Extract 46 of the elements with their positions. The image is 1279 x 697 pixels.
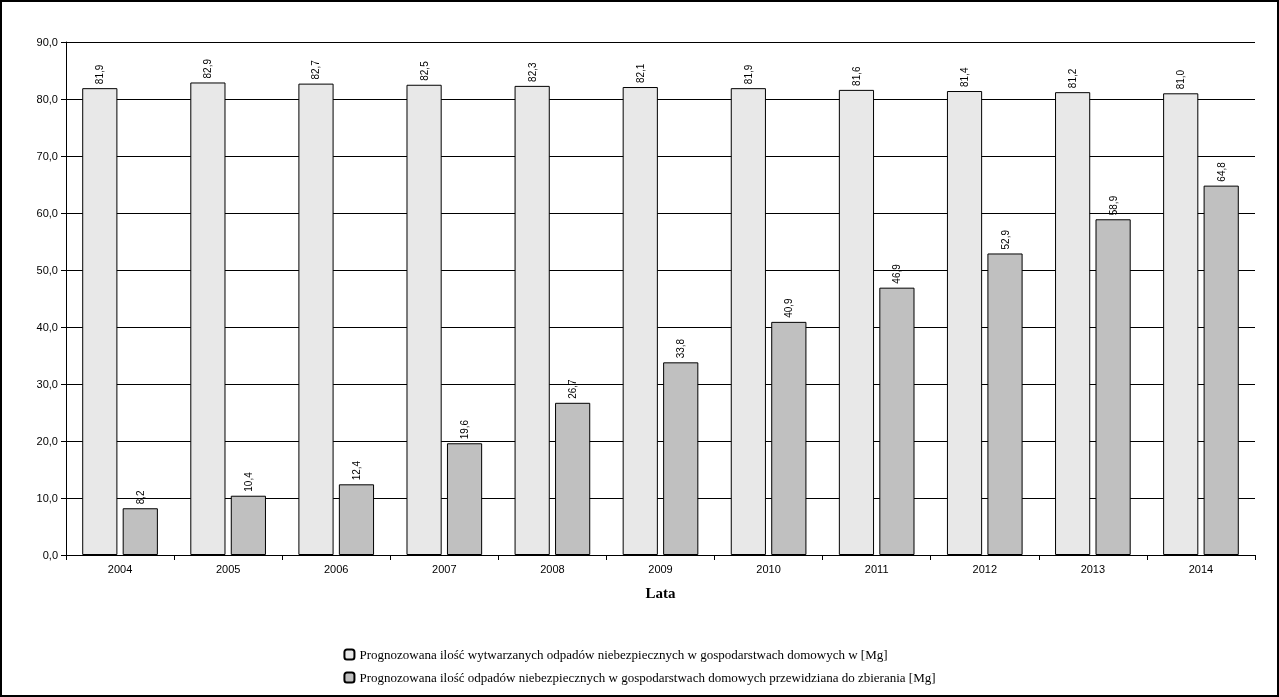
y-tick-label: 70,0 (36, 150, 58, 162)
x-tick-label: 2006 (323, 562, 349, 575)
data-label: 40,9 (783, 297, 795, 318)
data-label: 8,2 (134, 489, 146, 505)
x-tick-label: 2005 (215, 562, 241, 575)
legend-label: Prognozowana ilość wytwarzanych odpadów niebezpiecznych w gospodarstwach domowych w [Mg] (359, 647, 888, 662)
bar (122, 508, 158, 555)
data-label: 81,6 (850, 65, 862, 86)
y-tick-label: 60,0 (36, 207, 58, 219)
x-tick-label: 2007 (432, 562, 457, 575)
y-tick-label: 40,0 (36, 321, 58, 333)
data-label: 64,8 (1215, 161, 1227, 182)
data-label: 82,3 (526, 61, 538, 82)
data-label: 81,4 (959, 67, 971, 88)
y-tick-label: 10,0 (36, 492, 58, 504)
legend-label: Prognozowana ilość odpadów niebezpiecznych w gospodarstwach domowych przewidziana do zbierania [Mg] (359, 670, 936, 685)
y-tick-label: 20,0 (36, 435, 58, 447)
data-label: 26,7 (567, 378, 579, 399)
y-tick-label: 50,0 (36, 264, 58, 276)
x-axis-title: Lata (645, 584, 676, 601)
data-label: 12,4 (350, 460, 362, 481)
x-tick-label: 2011 (864, 562, 889, 575)
y-tick-label: 90,0 (36, 36, 58, 48)
data-label: 82,7 (310, 59, 322, 80)
y-tick-label: 0,0 (42, 549, 58, 561)
data-label: 82,1 (634, 63, 646, 84)
x-tick-label: 2012 (972, 562, 998, 575)
y-tick-label: 80,0 (36, 93, 58, 105)
x-tick-label: 2009 (648, 562, 673, 575)
data-label: 52,9 (999, 229, 1011, 250)
x-tick-label: 2004 (107, 562, 133, 575)
data-label: 33,8 (675, 338, 687, 359)
data-label: 82,5 (418, 60, 430, 81)
x-tick-label: 2010 (756, 562, 781, 575)
x-tick-label: 2014 (1188, 562, 1214, 575)
y-tick-label: 30,0 (36, 378, 58, 390)
data-label: 82,9 (202, 58, 214, 79)
x-tick-label: 2008 (540, 562, 565, 575)
data-label: 46,9 (891, 263, 903, 284)
data-label: 81,2 (1067, 68, 1079, 89)
x-tick-label: 2013 (1080, 562, 1106, 575)
data-label: 19,6 (459, 419, 471, 440)
data-label: 10,4 (242, 471, 254, 492)
data-label: 81,9 (94, 64, 106, 85)
data-label: 81,0 (1175, 69, 1187, 90)
data-label: 81,9 (742, 64, 754, 85)
